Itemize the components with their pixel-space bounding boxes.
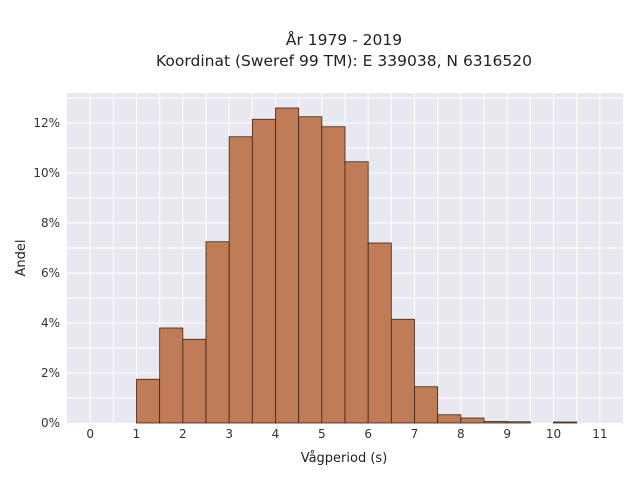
histogram-bar: [344, 161, 369, 424]
histogram-bar: [159, 327, 184, 424]
histogram-bar: [437, 414, 462, 424]
histogram-bar: [460, 417, 485, 424]
y-tick-label: 0%: [41, 416, 60, 430]
x-tick-label: 1: [133, 427, 141, 441]
y-axis-label: Andel: [14, 240, 29, 277]
x-tick-label: 0: [86, 427, 94, 441]
bars: [136, 107, 578, 424]
x-tick-label: 8: [457, 427, 465, 441]
histogram-bar: [367, 242, 392, 424]
y-tick-label: 2%: [41, 366, 60, 380]
chart-title-line-1: År 1979 - 2019: [286, 30, 402, 49]
x-tick-label: 7: [411, 427, 419, 441]
x-tick-labels: 0 1 2 3 4 5 6 7 8 9 10 11: [86, 427, 607, 441]
y-tick-label: 6%: [41, 266, 60, 280]
y-tick-label: 4%: [41, 316, 60, 330]
y-tick-labels: 0% 2% 4% 6% 8% 10% 12%: [33, 116, 60, 430]
histogram-bar: [321, 126, 346, 424]
x-tick-label: 5: [318, 427, 326, 441]
x-tick-label: 2: [179, 427, 187, 441]
histogram-bar: [275, 107, 300, 424]
histogram-bar: [506, 421, 531, 424]
histogram-bar: [228, 136, 253, 424]
x-tick-label: 9: [503, 427, 511, 441]
histogram-bar: [182, 338, 207, 424]
x-tick-label: 3: [225, 427, 233, 441]
y-tick-label: 12%: [33, 116, 60, 130]
y-tick-label: 10%: [33, 166, 60, 180]
histogram-bar: [205, 241, 230, 424]
histogram-bar: [390, 318, 415, 424]
chart-title-line-2: Koordinat (Sweref 99 TM): E 339038, N 63…: [156, 52, 532, 70]
histogram-bar: [298, 116, 323, 424]
histogram-bar: [251, 118, 276, 424]
histogram-bar: [483, 421, 508, 424]
y-tick-label: 8%: [41, 216, 60, 230]
x-tick-label: 10: [546, 427, 561, 441]
histogram-bar: [136, 378, 161, 424]
x-axis-label: Vågperiod (s): [301, 451, 388, 466]
x-tick-label: 4: [272, 427, 280, 441]
x-tick-label: 6: [364, 427, 372, 441]
histogram-bar: [553, 421, 578, 424]
histogram-bar: [414, 386, 439, 424]
x-tick-label: 11: [592, 427, 607, 441]
